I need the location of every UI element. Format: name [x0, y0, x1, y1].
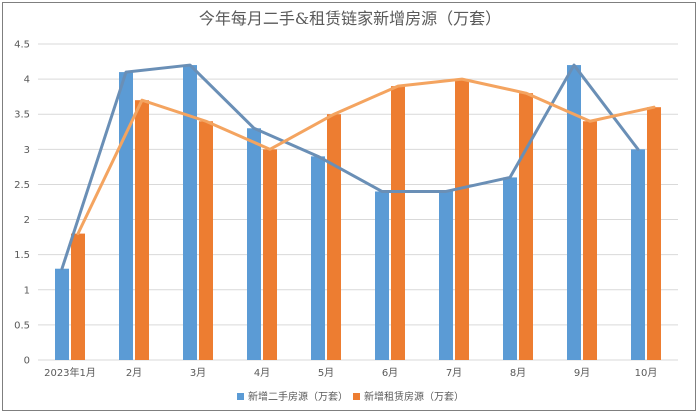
bar-secondhand [55, 268, 69, 360]
y-tick-label: 4.5 [14, 40, 30, 51]
bar-secondhand [247, 128, 261, 360]
bar-rental [71, 233, 85, 360]
bar-secondhand [183, 65, 197, 361]
x-tick-label: 9月 [574, 367, 590, 379]
bar-rental [263, 149, 277, 360]
bar-rental [647, 107, 661, 360]
y-tick-label: 3.5 [14, 110, 30, 121]
x-tick-label: 6月 [382, 367, 398, 379]
y-tick-label: 2.5 [14, 180, 30, 191]
legend-swatch-secondhand [237, 393, 244, 400]
bar-secondhand [503, 177, 517, 360]
x-tick-label: 2023年1月 [44, 366, 96, 379]
bar-secondhand [119, 72, 133, 360]
bar-secondhand [375, 191, 389, 360]
series-line-secondhand [60, 63, 640, 271]
y-tick-label: 1 [24, 285, 30, 296]
bar-rental [391, 86, 405, 360]
bar-secondhand [567, 65, 581, 361]
bar-rental [327, 114, 341, 360]
y-tick-label: 0 [24, 356, 30, 367]
y-tick-label: 1.5 [14, 250, 30, 261]
x-tick-label: 10月 [635, 367, 658, 379]
axis-layer: 0 0.5 1 1.5 2 2.5 3 3.5 4 4.5 2023年1月 2月 3月 4月 5月 6月 7月 8… [14, 40, 657, 380]
bar-rental [135, 100, 149, 360]
y-tick-label: 4 [24, 75, 30, 86]
legend-label-rental: 新增租赁房源（万套） [364, 390, 464, 403]
y-tick-label: 2 [24, 215, 30, 226]
bar-secondhand [439, 191, 453, 360]
x-tick-label: 4月 [254, 367, 270, 379]
x-tick-label: 7月 [446, 367, 462, 379]
bar-secondhand [311, 156, 325, 360]
x-tick-label: 2月 [126, 367, 142, 379]
series-line-rental [76, 77, 656, 236]
bar-rental [583, 121, 597, 360]
y-tick-label: 0.5 [14, 320, 30, 331]
chart-title: 今年每月二手&租赁链家新增房源（万套） [199, 9, 501, 28]
bar-layer [55, 65, 661, 361]
x-tick-label: 5月 [318, 367, 334, 379]
grid-layer [38, 43, 678, 361]
y-tick-label: 3 [24, 145, 30, 156]
x-tick-label: 3月 [190, 367, 206, 379]
line-layer [60, 63, 656, 271]
bar-rental [199, 121, 213, 360]
legend-swatch-rental [353, 393, 360, 400]
bar-secondhand [631, 149, 645, 360]
legend: 新增二手房源（万套） 新增租赁房源（万套） [237, 390, 464, 403]
bar-rental [519, 93, 533, 361]
legend-label-secondhand: 新增二手房源（万套） [248, 390, 348, 403]
bar-rental [455, 79, 469, 360]
x-tick-label: 8月 [510, 367, 526, 379]
